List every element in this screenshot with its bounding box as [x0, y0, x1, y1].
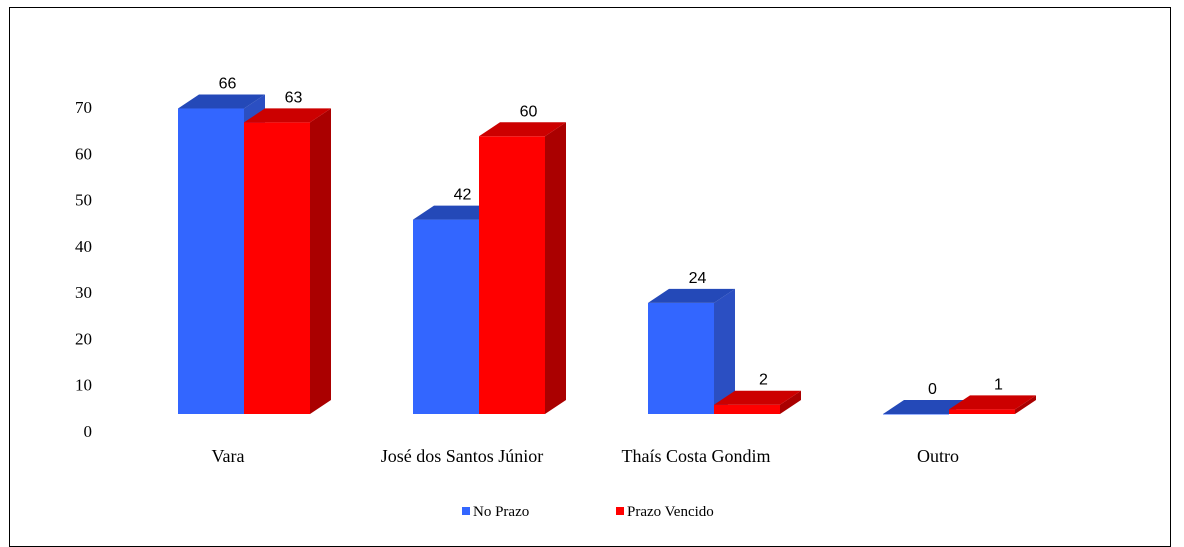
y-tick-label: 20: [75, 329, 92, 348]
legend-label: Prazo Vencido: [627, 504, 714, 520]
category-label: Vara: [212, 446, 245, 466]
bar: [949, 395, 1036, 414]
bars: [178, 94, 1036, 415]
x-axis: Vara José dos Santos Júnior Thaís Costa Go…: [212, 446, 959, 466]
data-label: 63: [285, 89, 303, 106]
data-label: 66: [219, 76, 237, 93]
bar-front: [479, 136, 545, 415]
data-label: 2: [759, 372, 768, 389]
bar-top: [413, 205, 500, 220]
bar-top: [244, 108, 331, 123]
y-tick-label: 60: [75, 144, 92, 163]
bar: [883, 400, 970, 415]
bar: [714, 390, 801, 414]
legend: No Prazo Prazo Vencido: [462, 504, 714, 520]
legend-swatch: [616, 507, 624, 515]
bar-top: [178, 94, 265, 109]
bar-front: [413, 219, 479, 414]
bar-front: [178, 108, 244, 414]
bar-top: [714, 390, 801, 405]
legend-label: No Prazo: [473, 504, 529, 520]
category-label: José dos Santos Júnior: [381, 446, 544, 466]
data-labels: 66 63 42 60 24 2 0 1: [219, 76, 1003, 398]
y-tick-label: 30: [75, 283, 92, 302]
bar-top: [479, 122, 566, 137]
category-label: Outro: [917, 446, 959, 466]
legend-item: No Prazo: [462, 504, 529, 520]
data-label: 1: [994, 376, 1003, 393]
legend-item: Prazo Vencido: [616, 504, 714, 520]
bar-side: [780, 390, 801, 414]
legend-swatch: [462, 507, 470, 515]
bar-front: [949, 409, 1015, 414]
data-label: 0: [928, 381, 937, 398]
data-label: 60: [520, 103, 538, 120]
bar: [244, 108, 331, 415]
y-tick-label: 70: [75, 98, 92, 117]
bar-front: [883, 414, 949, 415]
data-label: 42: [454, 187, 472, 204]
bar-front: [648, 302, 714, 414]
bar-front: [244, 122, 310, 415]
bar-side: [1015, 395, 1036, 414]
bar-side: [714, 288, 735, 414]
bar-top: [883, 400, 970, 414]
bar-top: [648, 288, 735, 303]
y-tick-label: 10: [75, 376, 92, 395]
y-tick-label: 50: [75, 191, 92, 210]
y-tick-label: 40: [75, 237, 92, 256]
bar: [479, 122, 566, 415]
bar-side: [545, 122, 566, 415]
bar: [648, 288, 735, 414]
bar-top: [949, 395, 1036, 410]
bar-side: [310, 108, 331, 415]
y-axis: 0 10 20 30 40 50 60 70: [75, 98, 92, 441]
y-tick-label: 0: [84, 422, 93, 441]
category-label: Thaís Costa Gondim: [622, 446, 771, 466]
bar-front: [714, 404, 780, 414]
data-label: 24: [689, 270, 707, 287]
